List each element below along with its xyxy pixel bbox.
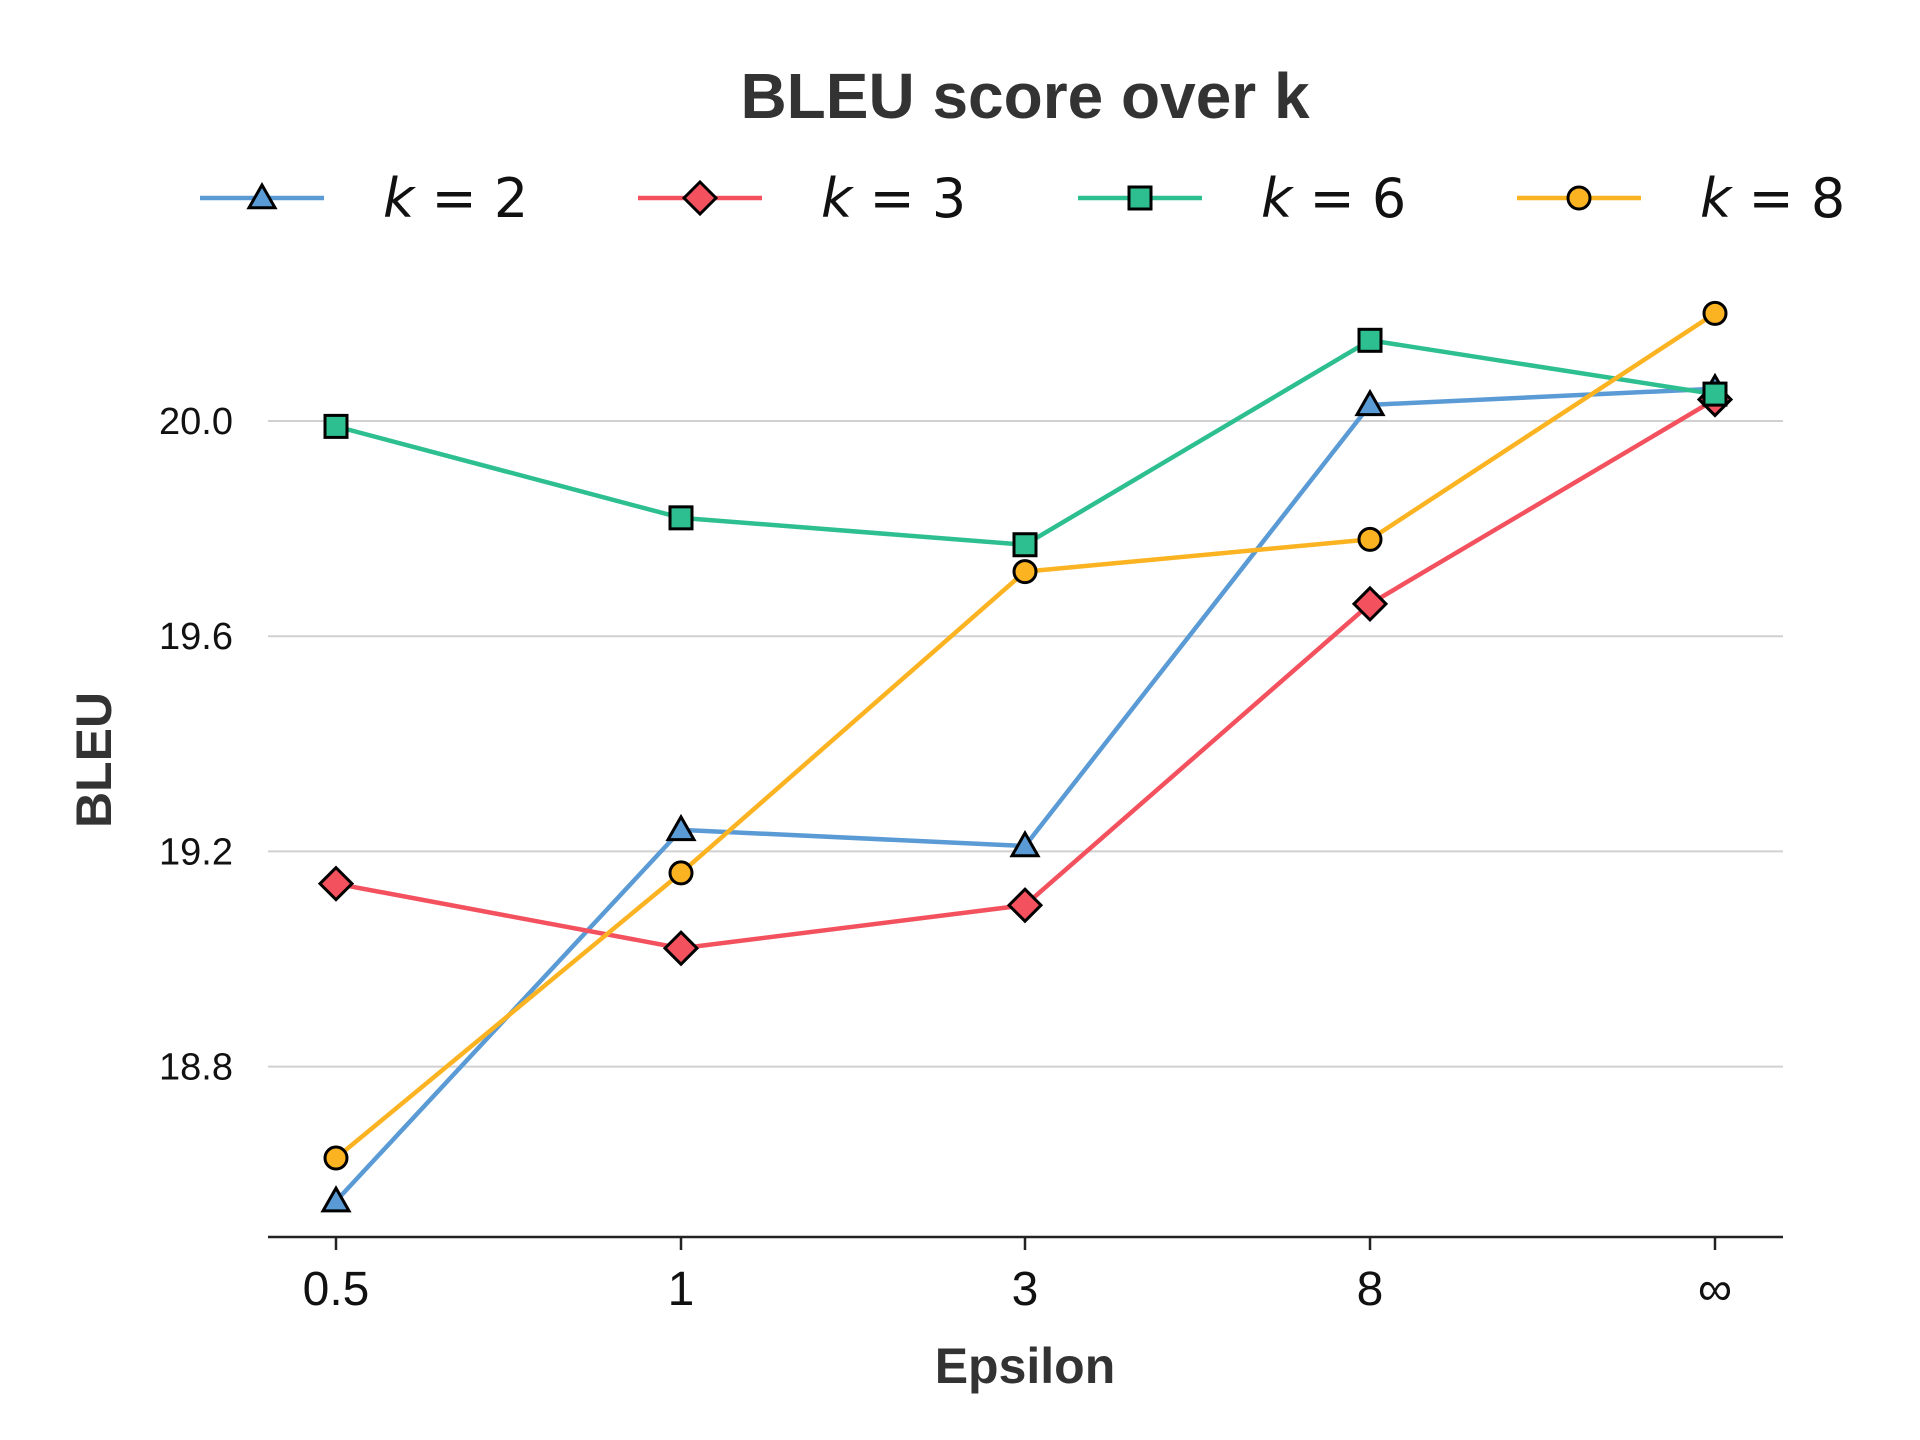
x-tick-label: ∞ xyxy=(1698,1263,1732,1316)
legend-marker xyxy=(1127,185,1153,211)
data-point-k6 xyxy=(323,413,349,439)
data-point-k8 xyxy=(1012,559,1038,585)
y-tick-label: 19.6 xyxy=(159,616,233,658)
series-markers xyxy=(317,300,1734,1213)
data-point-k2 xyxy=(665,813,697,842)
data-point-k3 xyxy=(662,930,700,967)
data-point-k6 xyxy=(668,505,694,531)
legend-marker xyxy=(246,181,278,210)
x-tick-label: 1 xyxy=(668,1263,695,1316)
data-point-k8 xyxy=(323,1145,349,1171)
y-tick-label: 19.2 xyxy=(159,831,233,873)
series-line-k2 xyxy=(334,386,1716,1203)
data-point-k8 xyxy=(1702,300,1728,326)
y-tick-label: 18.8 xyxy=(159,1047,233,1089)
grid-lines xyxy=(268,420,1783,1068)
data-point-k6 xyxy=(1357,327,1383,353)
data-point-k6 xyxy=(1702,381,1728,407)
y-axis-label: BLEU xyxy=(66,692,122,828)
legend-item-k3: k = 3 xyxy=(638,167,966,230)
legend-label: k = 3 xyxy=(821,167,966,230)
legend-label: k = 8 xyxy=(1700,167,1845,230)
y-axis-ticks: 18.8 19.2 19.6 20.0 xyxy=(159,401,233,1089)
legend-item-k6: k = 6 xyxy=(1078,167,1406,230)
y-tick-label: 20.0 xyxy=(159,401,233,443)
data-point-k3 xyxy=(1351,585,1389,623)
chart-title: BLEU score over k xyxy=(740,60,1310,132)
x-tick-label: 3 xyxy=(1012,1263,1039,1316)
x-tick-label: 8 xyxy=(1357,1263,1384,1316)
series-lines xyxy=(334,311,1717,1203)
data-point-k2 xyxy=(1354,388,1386,417)
legend-label: k = 6 xyxy=(1261,167,1406,230)
x-axis-ticks: 0.5 1 3 8 ∞ xyxy=(303,1237,1732,1316)
series-group xyxy=(317,300,1734,1213)
data-point-k3 xyxy=(1006,887,1044,924)
data-point-k6 xyxy=(1012,532,1038,558)
legend: k = 2 k = 3 k = 6 k = 8 xyxy=(200,167,1845,230)
x-axis-label: Epsilon xyxy=(935,1338,1116,1394)
legend-marker xyxy=(1566,185,1592,211)
data-point-k8 xyxy=(1357,526,1383,552)
data-point-k2 xyxy=(1009,829,1041,858)
legend-label: k = 2 xyxy=(383,167,528,230)
series-line-k6 xyxy=(335,338,1716,547)
legend-marker xyxy=(681,179,719,217)
legend-item-k2: k = 2 xyxy=(200,167,528,230)
x-tick-label: 0.5 xyxy=(303,1263,370,1316)
data-point-k2 xyxy=(320,1185,352,1213)
data-point-k8 xyxy=(668,860,694,886)
data-point-k3 xyxy=(317,865,355,902)
legend-item-k8: k = 8 xyxy=(1517,167,1845,230)
series-line-k8 xyxy=(334,311,1717,1160)
